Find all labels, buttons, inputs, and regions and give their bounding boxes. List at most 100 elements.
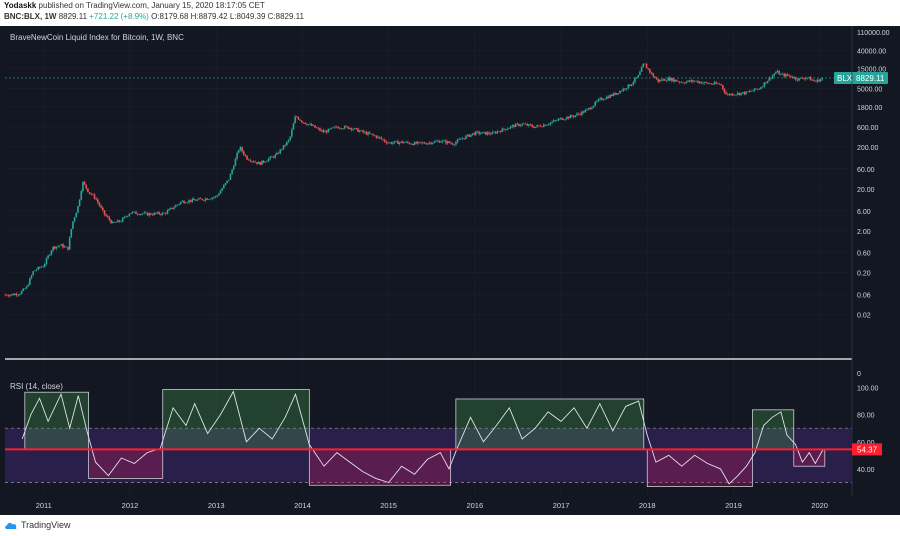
candle-up[interactable] [581, 111, 583, 115]
candle-up[interactable] [514, 123, 517, 128]
candle-up[interactable] [274, 154, 277, 158]
candle-up[interactable] [435, 141, 437, 142]
candle-up[interactable] [184, 202, 187, 204]
candle-up[interactable] [307, 124, 310, 125]
candle-up[interactable] [77, 206, 79, 213]
candle-down[interactable] [262, 160, 265, 163]
candle-up[interactable] [176, 204, 179, 206]
candle-up[interactable] [693, 80, 696, 82]
candle-down[interactable] [199, 198, 202, 199]
candle-up[interactable] [395, 140, 398, 142]
candle-up[interactable] [45, 258, 48, 265]
candle-down[interactable] [372, 134, 374, 136]
candle-up[interactable] [479, 133, 482, 134]
candle-up[interactable] [639, 71, 641, 76]
candle-up[interactable] [465, 135, 467, 139]
candle-up[interactable] [659, 79, 661, 82]
candle-up[interactable] [286, 141, 288, 146]
candle-up[interactable] [239, 147, 242, 151]
candle-up[interactable] [496, 131, 499, 134]
candle-down[interactable] [183, 200, 185, 203]
candle-down[interactable] [675, 79, 678, 82]
candle-down[interactable] [150, 213, 152, 215]
candle-down[interactable] [731, 93, 734, 96]
candle-up[interactable] [602, 99, 605, 101]
candle-down[interactable] [277, 152, 280, 154]
candle-down[interactable] [644, 63, 646, 65]
candle-down[interactable] [533, 126, 535, 128]
candle-down[interactable] [83, 181, 86, 185]
candle-up[interactable] [594, 101, 596, 106]
candle-down[interactable] [201, 198, 204, 201]
candle-up[interactable] [584, 110, 587, 113]
candle-down[interactable] [617, 93, 620, 94]
candle-down[interactable] [160, 214, 162, 215]
candle-up[interactable] [793, 77, 795, 79]
candle-up[interactable] [534, 126, 537, 128]
candle-up[interactable] [466, 134, 469, 136]
candle-down[interactable] [765, 82, 767, 84]
candle-up[interactable] [143, 212, 146, 214]
candle-up[interactable] [756, 88, 759, 90]
candle-up[interactable] [768, 77, 771, 81]
candle-up[interactable] [161, 212, 164, 215]
candle-down[interactable] [499, 131, 502, 133]
candle-down[interactable] [544, 124, 547, 126]
candle-down[interactable] [743, 92, 746, 95]
candle-up[interactable] [506, 128, 509, 130]
candle-down[interactable] [163, 212, 165, 214]
rsi-axis[interactable]: 100.00 80.00 60.00 40.00 0 [857, 371, 879, 474]
candle-up[interactable] [388, 142, 391, 144]
candle-down[interactable] [610, 94, 613, 96]
candle-down[interactable] [98, 202, 101, 206]
candle-down[interactable] [720, 84, 722, 86]
candle-down[interactable] [814, 80, 817, 82]
candle-up[interactable] [630, 84, 633, 87]
candle-down[interactable] [688, 80, 691, 82]
candle-up[interactable] [456, 139, 459, 143]
candle-up[interactable] [576, 113, 578, 116]
candle-up[interactable] [431, 142, 434, 144]
candle-up[interactable] [287, 140, 290, 142]
candle-down[interactable] [155, 212, 157, 214]
candle-up[interactable] [551, 121, 553, 123]
candle-down[interactable] [241, 147, 243, 152]
candle-down[interactable] [244, 154, 247, 156]
candle-down[interactable] [531, 125, 533, 127]
candle-down[interactable] [378, 136, 381, 138]
candle-up[interactable] [702, 82, 704, 84]
candle-up[interactable] [40, 266, 43, 268]
candle-up[interactable] [354, 128, 356, 130]
candle-up[interactable] [358, 130, 361, 132]
candle-down[interactable] [193, 198, 195, 201]
candle-up[interactable] [591, 107, 593, 110]
candle-up[interactable] [123, 216, 126, 219]
candle-down[interactable] [385, 141, 388, 144]
candle-up[interactable] [808, 76, 810, 78]
candle-up[interactable] [605, 96, 608, 99]
candle-up[interactable] [483, 131, 485, 133]
candle-down[interactable] [304, 122, 306, 124]
candle-up[interactable] [111, 221, 114, 224]
candle-down[interactable] [803, 78, 805, 80]
candle-down[interactable] [95, 198, 97, 200]
candle-down[interactable] [259, 162, 262, 165]
candle-up[interactable] [289, 136, 291, 141]
candle-down[interactable] [325, 131, 328, 133]
overbought-zone[interactable] [24, 391, 89, 450]
candle-up[interactable] [811, 79, 814, 81]
candle-down[interactable] [368, 132, 371, 134]
candle-up[interactable] [799, 77, 802, 79]
candle-up[interactable] [501, 128, 504, 133]
candle-down[interactable] [494, 131, 497, 134]
candle-up[interactable] [569, 115, 572, 119]
candle-down[interactable] [518, 123, 520, 126]
candle-up[interactable] [224, 183, 227, 186]
candle-down[interactable] [151, 214, 154, 216]
candle-down[interactable] [407, 141, 409, 143]
candle-down[interactable] [697, 80, 699, 83]
candle-down[interactable] [357, 128, 359, 132]
candle-up[interactable] [130, 213, 132, 214]
candle-up[interactable] [619, 90, 621, 94]
time-axis[interactable]: 2011 2012 2013 2014 2015 2016 2017 2018 2019 2020 [36, 501, 828, 510]
